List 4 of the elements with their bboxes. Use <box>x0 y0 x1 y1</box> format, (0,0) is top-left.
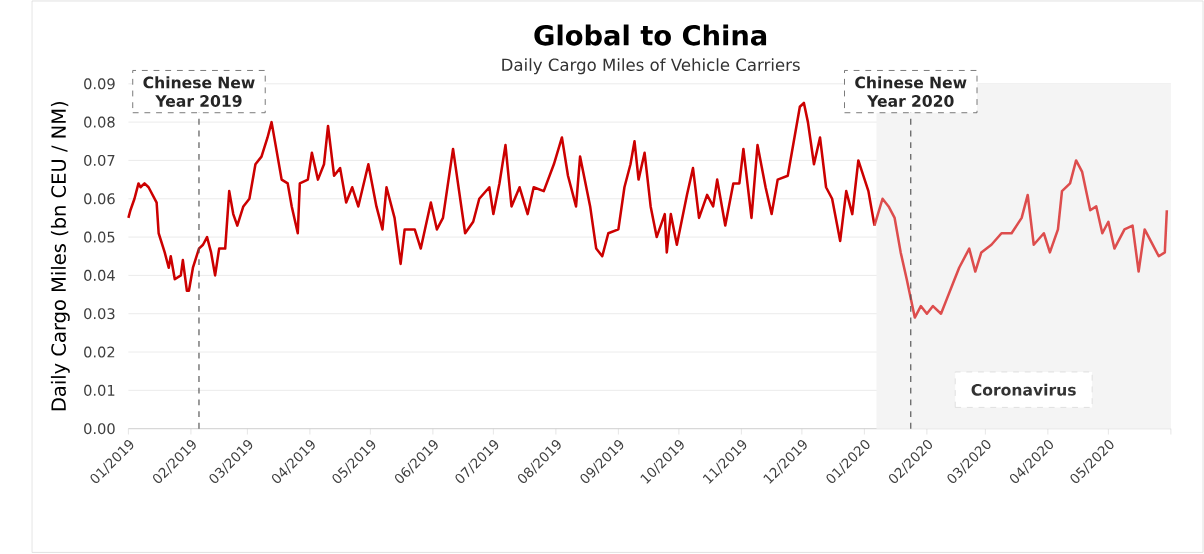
y-axis-title: Daily Cargo Miles (bn CEU / NM) <box>50 102 70 411</box>
line-series <box>873 159 1169 320</box>
chart-subtitle: Daily Cargo Miles of Vehicle Carriers <box>502 58 800 75</box>
chart-title: Global to China <box>534 24 767 46</box>
